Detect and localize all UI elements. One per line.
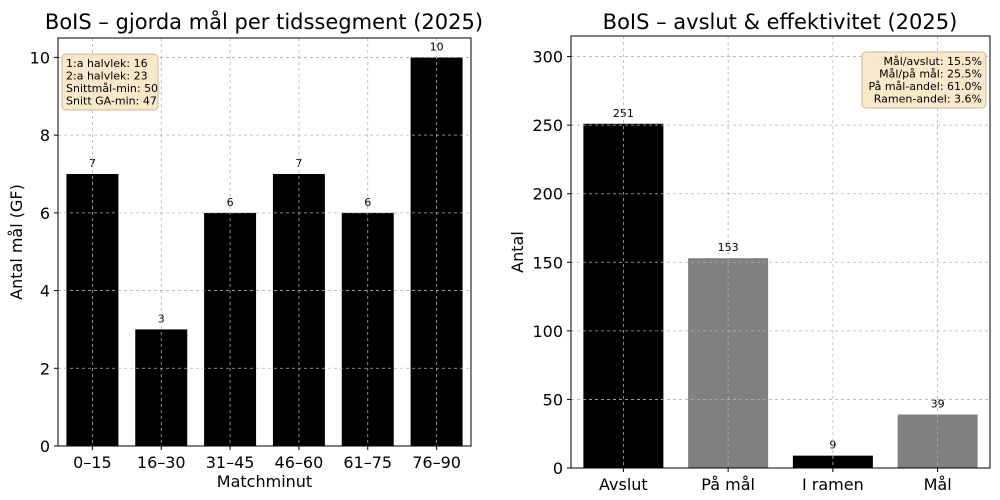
bar-Mål <box>897 414 978 468</box>
bar-I ramen <box>792 455 873 468</box>
y-tick-label: 0 <box>553 459 563 478</box>
y-tick-label: 250 <box>532 116 563 135</box>
annotation-line: Snittmål-min: 50 <box>66 82 158 95</box>
annotation-background <box>61 53 159 111</box>
annotation-line: 1:a halvlek: 16 <box>66 57 148 70</box>
chart-title: BoIS – avslut & effektivitet (2025) <box>603 10 958 34</box>
x-tick-label: På mål <box>701 475 755 494</box>
data-label: 3 <box>158 312 165 325</box>
x-tick-label: 76–90 <box>412 453 461 472</box>
y-tick-label: 200 <box>532 185 563 204</box>
y-tick-label: 10 <box>30 48 50 67</box>
x-tick-label: Avslut <box>599 475 648 494</box>
y-tick-label: 8 <box>40 126 50 145</box>
annotation-box: Mål/avslut: 15.5%Mål/på mål: 25.5%På mål… <box>861 51 987 109</box>
annotation-box: 1:a halvlek: 162:a halvlek: 23Snittmål-m… <box>61 53 159 111</box>
annotation-line: Mål/på mål: 25.5% <box>879 68 982 81</box>
y-axis-label: Antal mål (GF) <box>7 184 26 300</box>
y-tick-label: 6 <box>40 204 50 223</box>
x-tick-label: 46–60 <box>275 453 324 472</box>
annotation-line: På mål-andel: 61.0% <box>868 80 982 93</box>
bar-61–75 <box>341 212 394 446</box>
y-tick-label: 150 <box>532 253 563 272</box>
annotation-line: 2:a halvlek: 23 <box>66 70 148 83</box>
x-tick-label: I ramen <box>802 475 864 494</box>
x-tick-label: 0–15 <box>73 453 112 472</box>
annotation-line: Ramen-andel: 3.6% <box>874 93 982 106</box>
y-tick-label: 0 <box>40 437 50 456</box>
y-tick-label: 100 <box>532 322 563 341</box>
data-label: 7 <box>295 157 302 170</box>
y-tick-label: 50 <box>543 390 563 409</box>
axes-frame <box>57 37 472 447</box>
x-tick-label: Mål <box>924 475 952 494</box>
bar-31–45 <box>204 212 257 446</box>
annotation-background <box>861 51 987 109</box>
annotation-line: Snitt GA-min: 47 <box>66 95 157 108</box>
y-axis-label: Antal <box>508 231 527 273</box>
x-tick-label: 31–45 <box>206 453 255 472</box>
y-tick-label: 300 <box>532 48 563 67</box>
x-tick-label: 61–75 <box>343 453 392 472</box>
chart-title: BoIS – gjorda mål per tidssegment (2025) <box>45 9 483 34</box>
x-axis-label: Matchminut <box>217 472 312 491</box>
data-label: 251 <box>613 107 634 120</box>
annotation-line: Mål/avslut: 15.5% <box>884 55 982 68</box>
y-tick-label: 2 <box>40 359 50 378</box>
axes-frame <box>570 35 991 469</box>
data-label: 7 <box>89 157 96 170</box>
y-tick-label: 4 <box>40 282 50 301</box>
x-tick-label: 16–30 <box>137 453 186 472</box>
